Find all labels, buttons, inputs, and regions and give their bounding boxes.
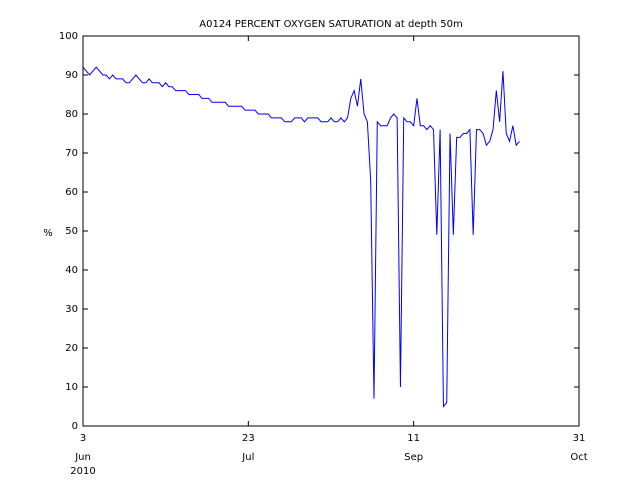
year-label: 2010 <box>70 466 95 477</box>
y-tick-label: 0 <box>72 421 78 432</box>
y-tick-label: 50 <box>65 226 78 237</box>
y-tick-label: 70 <box>65 148 78 159</box>
y-tick-label: 80 <box>65 109 78 120</box>
y-tick-label: 90 <box>65 70 78 81</box>
y-tick-label: 60 <box>65 187 78 198</box>
y-tick-label: 30 <box>65 304 78 315</box>
y-tick-label: 40 <box>65 265 78 276</box>
x-tick-month: Jun <box>74 452 91 463</box>
x-tick-month: Oct <box>570 452 587 463</box>
data-line <box>82 66 520 408</box>
x-tick-label: 3 <box>80 433 86 444</box>
x-tick-month: Jul <box>241 452 254 463</box>
y-axis-label: % <box>43 228 53 239</box>
x-tick-month: Sep <box>404 452 423 463</box>
x-tick-label: 31 <box>573 433 586 444</box>
y-tick-label: 20 <box>65 343 78 354</box>
chart-title: A0124 PERCENT OXYGEN SATURATION at depth… <box>199 19 462 30</box>
x-tick-label: 23 <box>242 433 255 444</box>
x-tick-label: 11 <box>407 433 420 444</box>
y-tick-label: 100 <box>59 31 78 42</box>
y-tick-label: 10 <box>65 382 78 393</box>
